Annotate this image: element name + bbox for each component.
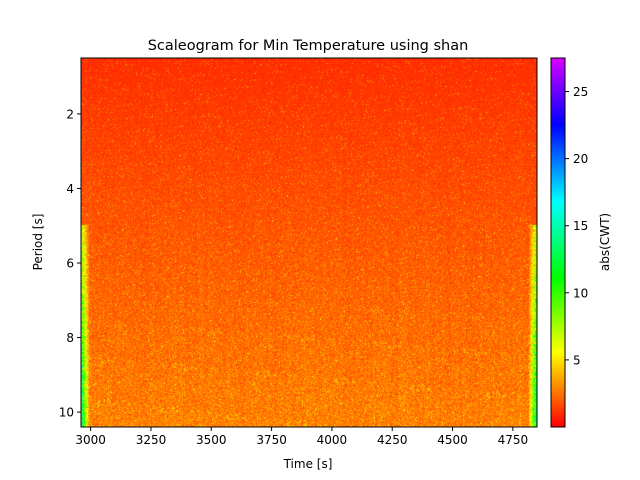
x-tick-label: 3500 xyxy=(196,433,227,447)
y-axis-ticks: 2 4 6 8 10 xyxy=(59,107,81,420)
chart-title: Scaleogram for Min Temperature using sha… xyxy=(148,38,469,54)
colorbar-tick-label: 20 xyxy=(573,152,588,166)
x-tick-label: 4000 xyxy=(317,433,348,447)
x-tick-label: 4500 xyxy=(437,433,468,447)
x-tick-label: 3000 xyxy=(75,433,106,447)
colorbar-frame xyxy=(550,57,566,428)
colorbar-tick-label: 15 xyxy=(573,219,588,233)
x-axis-label: Time [s] xyxy=(283,457,333,471)
x-tick-label: 3750 xyxy=(256,433,287,447)
y-tick-label: 10 xyxy=(59,406,74,420)
x-tick-label: 3250 xyxy=(136,433,167,447)
x-axis-ticks: 3000 3250 3500 3750 4000 4250 4500 4750 xyxy=(75,427,528,447)
x-tick-label: 4750 xyxy=(498,433,529,447)
plot-frame xyxy=(80,57,538,428)
colorbar-gradient xyxy=(551,58,565,427)
colorbar-label: abs(CWT) xyxy=(598,213,612,271)
colorbar-tick-label: 25 xyxy=(573,85,588,99)
colorbar-ticks: 5 10 15 20 25 xyxy=(565,85,588,367)
colorbar-tick-label: 5 xyxy=(573,353,581,367)
y-tick-label: 2 xyxy=(66,107,74,121)
colorbar-tick-label: 10 xyxy=(573,286,588,300)
y-axis-label: Period [s] xyxy=(31,214,45,271)
y-tick-label: 4 xyxy=(66,182,74,196)
x-tick-label: 4250 xyxy=(377,433,408,447)
y-tick-label: 8 xyxy=(66,331,74,345)
y-tick-label: 6 xyxy=(66,257,74,271)
scaleogram-heatmap xyxy=(81,58,537,427)
